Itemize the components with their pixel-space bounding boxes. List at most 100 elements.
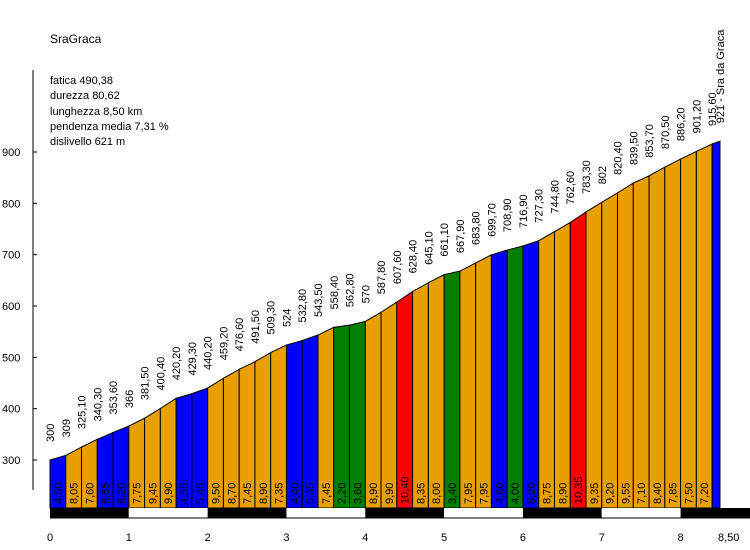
profile-segment [664, 158, 682, 509]
gradient-label: 7,20 [699, 483, 711, 504]
x-tick-label: 4 [362, 532, 368, 544]
elevation-label: 727,30 [534, 189, 546, 223]
gradient-label: 10,35 [573, 476, 585, 504]
elevation-label: 820,40 [613, 141, 625, 175]
elevation-label: 667,90 [455, 219, 467, 253]
elevation-label: 645,10 [423, 231, 435, 265]
gradient-label: 8,00 [431, 483, 443, 504]
profile-segment [617, 182, 634, 509]
km-band-segment [128, 508, 208, 518]
profile-segment [475, 253, 492, 509]
profile-segment [569, 210, 587, 509]
km-band-segment [286, 508, 366, 518]
elevation-label: 459,20 [218, 327, 230, 361]
gradient-label: 7,85 [668, 483, 680, 504]
elevation-label: 783,30 [581, 160, 593, 194]
gradient-label: 9,20 [605, 483, 617, 504]
elevation-label: 309 [61, 419, 73, 437]
profile-segment [506, 245, 524, 509]
x-tick-label: 5 [441, 532, 447, 544]
km-band-end [720, 508, 750, 518]
x-tick-label: 8 [678, 532, 684, 544]
gradient-label: 3,40 [447, 483, 459, 504]
km-band-segment [50, 508, 129, 518]
gradient-label: 7,45 [321, 483, 333, 504]
chart-title: SraGraca [50, 32, 102, 46]
gradient-label: 7,95 [463, 483, 475, 504]
elevation-label: 532,80 [297, 289, 309, 323]
profile-segment [680, 150, 697, 509]
stat-lunghezza: lunghezza 8,50 km [50, 105, 143, 118]
profile-segment [396, 290, 414, 509]
y-tick-label: 600 [2, 301, 20, 313]
gradient-label: 5,20 [526, 483, 538, 504]
climb-stats: fatica 490,38 durezza 80,62 lunghezza 8,… [50, 74, 169, 150]
gradient-label: 3,60 [352, 483, 364, 504]
gradient-label: 8,75 [542, 483, 554, 504]
elevation-label: 744,80 [549, 180, 561, 214]
gradient-label: 4,60 [494, 483, 506, 504]
profile-segment [443, 270, 461, 509]
elevation-label: 570 [360, 285, 372, 303]
elevation-label: 440,20 [203, 336, 215, 370]
stat-fatica: fatica 490,38 [50, 75, 113, 87]
km-band-segment [680, 508, 720, 518]
profile-segment [364, 311, 382, 509]
elevation-label: 628,40 [408, 240, 420, 274]
profile-segment [538, 230, 555, 509]
y-tick-label: 700 [2, 250, 20, 262]
gradient-label: 9,90 [163, 483, 175, 504]
gradient-label: 8,90 [258, 483, 270, 504]
km-band-segment [444, 508, 523, 518]
elevation-label: 381,50 [140, 367, 152, 401]
x-tick-label: 6 [520, 532, 526, 544]
gradient-label: 5,45 [195, 483, 207, 504]
gradient-label: 7,35 [274, 483, 286, 504]
y-tick-label: 300 [2, 455, 20, 467]
gradient-label: 7,60 [84, 483, 96, 504]
elevation-label: 300 [45, 424, 57, 442]
elevation-label: 716,90 [518, 194, 530, 228]
gradient-label: 4,55 [179, 483, 191, 504]
x-tick-label: 7 [599, 532, 605, 544]
gradient-label: 4,00 [510, 483, 522, 504]
elevation-label: 325,10 [77, 395, 89, 429]
km-band [50, 508, 750, 519]
elevation-label: 901,20 [691, 100, 703, 134]
elevation-label: 509,30 [266, 301, 278, 335]
profile-segment [632, 174, 650, 509]
profile-segment [427, 273, 445, 509]
x-tick-label: 8,50 [718, 532, 739, 544]
elevation-label: 886,20 [676, 107, 688, 141]
y-tick-label: 400 [2, 404, 20, 416]
elevation-label: 353,60 [108, 381, 120, 415]
elevation-label: 420,20 [171, 347, 183, 381]
profile-segment [412, 282, 429, 509]
profile-segment [695, 143, 713, 509]
elevation-label: 661,10 [439, 223, 451, 257]
profile-segment [601, 191, 619, 509]
gradient-label: 9,45 [147, 483, 159, 504]
gradient-label: 8,90 [557, 483, 569, 504]
stat-pendenza-media: pendenza media 7,31 % [50, 120, 169, 133]
gradient-label: 10,40 [400, 476, 412, 504]
profile-segment [349, 320, 366, 509]
gradient-label: 7,75 [132, 483, 144, 504]
elevation-label: 587,80 [376, 261, 388, 295]
gradient-label: 6,65 [100, 483, 112, 504]
km-band-segment [207, 508, 287, 518]
profile-segment [648, 166, 666, 509]
km-band-segment [365, 508, 445, 518]
gradient-labels: 4,50 8,05 7,60 6,65 6,20 7,75 9,45 9,90 4,55 5,45… [53, 476, 711, 504]
km-band-segment [601, 508, 681, 518]
gradient-label: 8,35 [415, 483, 427, 504]
elevation-label: 699,70 [486, 203, 498, 237]
gradient-label: 9,90 [384, 483, 396, 504]
elevation-label: 762,60 [565, 171, 577, 205]
gradient-label: 6,20 [116, 483, 128, 504]
elevation-label: 491,50 [250, 310, 262, 344]
gradient-label: 8,40 [652, 483, 664, 504]
x-axis: 0 1 2 3 4 5 6 7 8 8,50 [47, 532, 739, 544]
elevation-label: 366 [124, 390, 136, 408]
